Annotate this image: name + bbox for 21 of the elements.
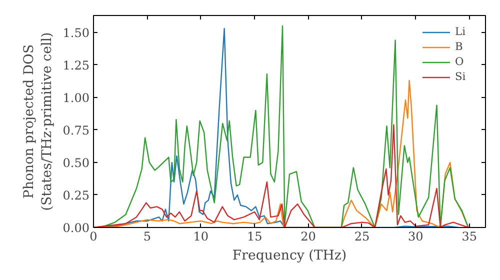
y-tick-label: 0.50 <box>62 156 90 170</box>
x-tick-label: 20 <box>300 230 316 244</box>
y-tick-label: 1.25 <box>62 58 90 72</box>
x-tick-label: 0 <box>90 230 98 244</box>
x-tick-label: 30 <box>408 230 424 244</box>
legend-label: B <box>455 40 464 53</box>
y-tick-label: 1.00 <box>62 90 90 105</box>
x-tick-label: 25 <box>354 230 370 244</box>
legend-label: Li <box>455 25 466 38</box>
y-tick-label: 0.75 <box>62 123 90 138</box>
x-tick-label: 5 <box>143 230 152 244</box>
x-tick-label: 15 <box>246 230 262 244</box>
x-axis-title: Frequency (THz) <box>232 248 347 264</box>
legend-label: Si <box>455 70 467 83</box>
x-tick-label: 35 <box>462 230 478 244</box>
y-axis-title: Phonon projected DOS (States/THz·primitive cell) <box>22 32 55 211</box>
x-tick-label: 10 <box>193 230 209 244</box>
y-tick-label: 1.50 <box>62 26 90 40</box>
y-tick-label: 0.00 <box>62 221 90 235</box>
legend-label: O <box>455 55 465 68</box>
y-tick-label: 0.25 <box>62 188 90 202</box>
